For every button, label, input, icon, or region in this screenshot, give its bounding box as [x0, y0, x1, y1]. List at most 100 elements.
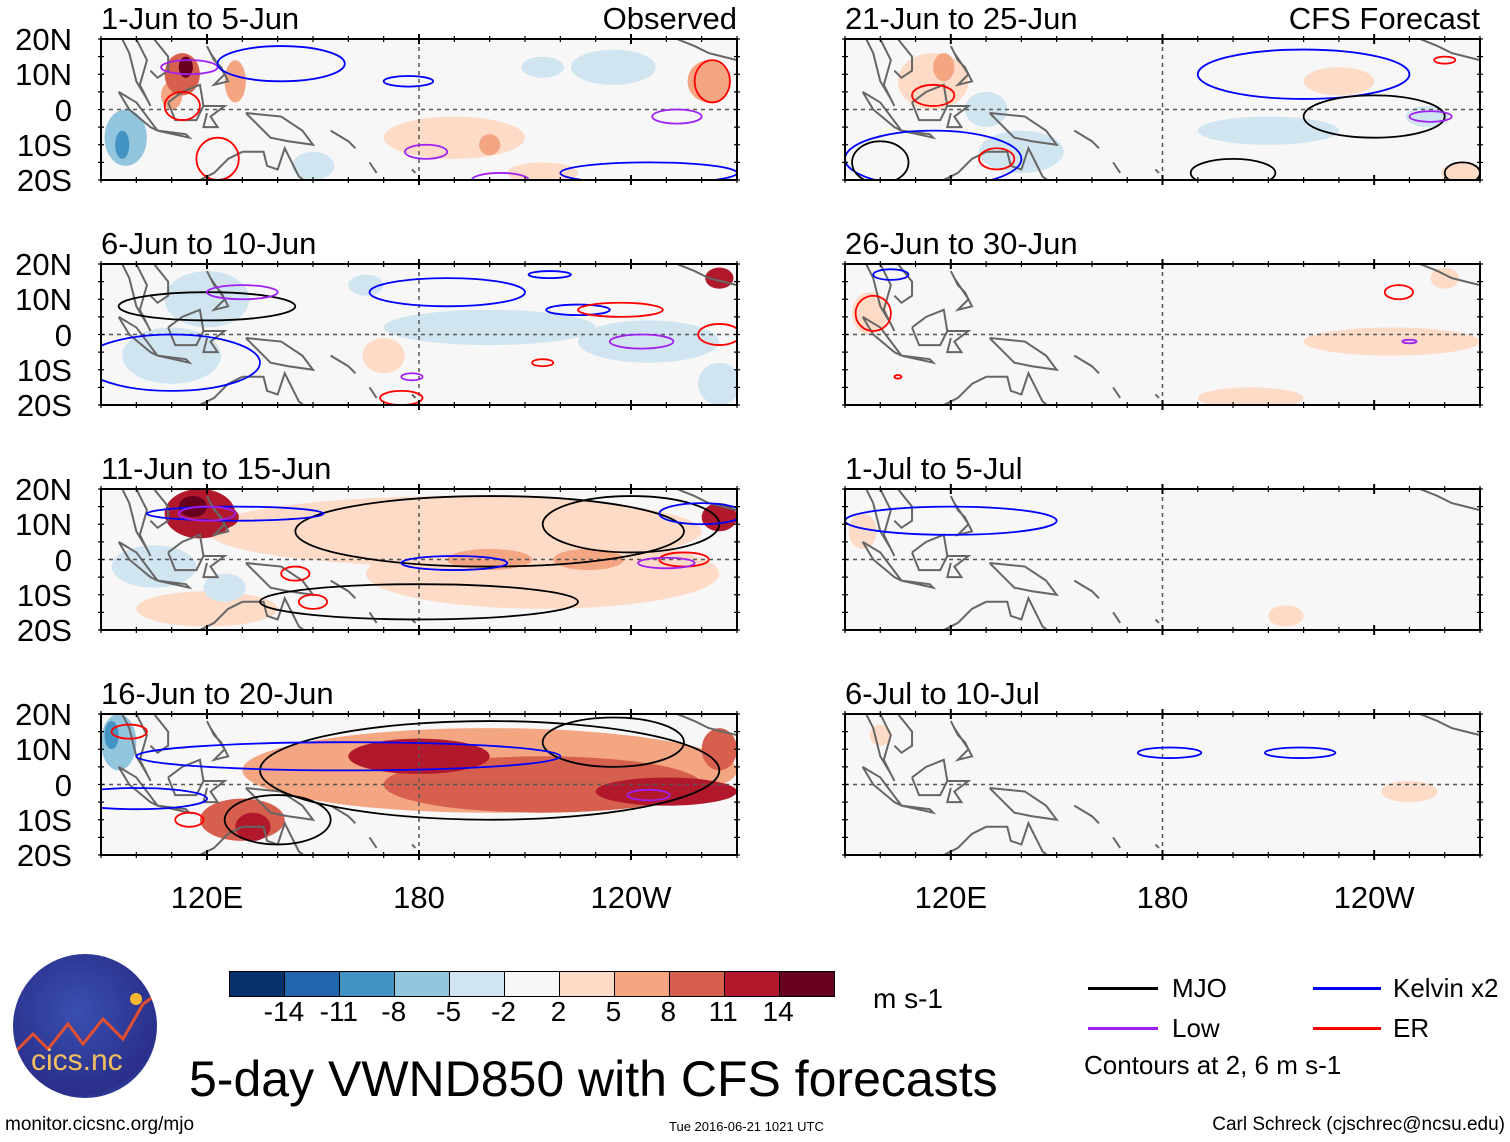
wind-anomaly-shading [1197, 766, 1304, 789]
colorbar-tick-label: -14 [263, 996, 305, 1027]
contour-mjo [851, 140, 910, 180]
contour-kelvin [872, 268, 910, 281]
coastline [1154, 168, 1160, 174]
coastline [202, 779, 228, 804]
coastline [988, 337, 1059, 372]
legend-line-mjo [1088, 987, 1158, 990]
contour-kelvin [658, 502, 737, 526]
coastline [117, 91, 159, 132]
lat-label: 10N [15, 57, 72, 93]
lat-label: 0 [54, 92, 72, 128]
wind-anomaly-shading [578, 320, 720, 363]
colorbar-tick-label: -8 [381, 996, 407, 1027]
contour-mjo [294, 495, 685, 568]
contour-er [531, 358, 555, 368]
wind-anomaly-shading [1268, 605, 1304, 627]
coastline [149, 39, 170, 80]
wind-anomaly-shading [1441, 162, 1480, 180]
coastline [206, 45, 230, 87]
wind-anomaly-shading [933, 53, 955, 82]
footer-url[interactable]: monitor.cicsnc.org/mjo [5, 1114, 195, 1135]
map-panel [98, 709, 740, 860]
cicsnc-logo: cics.nc [13, 954, 157, 1098]
colorbar-swatch [724, 972, 779, 996]
coastline [1419, 39, 1480, 62]
wind-anomaly-shading [1303, 327, 1480, 356]
coastline [121, 264, 152, 332]
contour-er [1383, 284, 1414, 301]
contour-kelvin [135, 741, 562, 772]
contour-kelvin [216, 45, 346, 83]
contour-note: Contours at 2, 6 m s-1 [1084, 1050, 1342, 1080]
legend-low: Low [1088, 1013, 1220, 1044]
coastline [988, 787, 1059, 822]
colorbar-swatch [504, 972, 559, 996]
coastline [149, 489, 170, 530]
wind-anomaly-shading [1405, 105, 1449, 128]
coastline [865, 489, 896, 557]
colorbar-swatch [669, 972, 724, 996]
contour-kelvin [382, 75, 435, 88]
coastline [986, 595, 1049, 630]
lon-label: 180 [393, 880, 445, 915]
panel-title: 21-Jun to 25-Jun [845, 1, 1078, 36]
panel-title: 26-Jun to 30-Jun [845, 226, 1078, 261]
colorbar-swatch [449, 972, 504, 996]
map-panel [98, 259, 740, 410]
logo-text: cics.nc [31, 1044, 123, 1077]
coastline [117, 766, 159, 807]
coastline [197, 825, 243, 855]
map-panel [842, 709, 1483, 860]
contour-er [693, 59, 731, 104]
wind-anomaly-shading [1197, 387, 1304, 405]
coastline [949, 45, 974, 87]
contour-kelvin [559, 161, 737, 180]
colorbar-tick-label: -11 [319, 996, 359, 1027]
lat-label: 10S [16, 352, 72, 388]
coastline [986, 370, 1049, 405]
coastline [202, 104, 228, 129]
coastline [330, 579, 357, 599]
contour-mjo [1189, 157, 1277, 180]
wind-anomaly-shading [698, 362, 737, 405]
contour-er [697, 323, 737, 346]
coastline [368, 386, 378, 399]
wind-anomaly-shading [869, 724, 891, 746]
coastline [242, 370, 306, 405]
coastline [941, 825, 987, 855]
wind-anomaly-shading [1197, 116, 1339, 145]
coastline [1419, 264, 1480, 287]
lat-label: 0 [54, 317, 72, 353]
coastline [121, 714, 152, 782]
contour-low [626, 788, 671, 802]
coastline [411, 393, 417, 399]
colorbar-tick-label: 2 [550, 996, 567, 1027]
coastline [1112, 611, 1121, 624]
coastline [121, 39, 152, 107]
legend-line-er [1313, 1027, 1381, 1030]
coastline [1154, 393, 1160, 399]
coastline [676, 264, 737, 287]
lat-label: 20S [16, 388, 72, 423]
coastline [986, 820, 1049, 855]
colorbar [229, 971, 835, 997]
wind-anomaly-shading [224, 60, 246, 103]
map-panel [98, 34, 740, 185]
contour-kelvin [845, 129, 1023, 180]
contour-er [163, 90, 201, 121]
figure-title: 5-day VWND850 with CFS forecasts [189, 1051, 998, 1107]
contour-kelvin [1263, 746, 1337, 759]
colorbar-tick-label: 11 [708, 996, 738, 1027]
lat-label: 20N [15, 22, 72, 57]
contour-kelvin [845, 505, 1058, 536]
wind-anomaly-shading [479, 134, 501, 156]
legend-line-low [1088, 1027, 1158, 1030]
contour-mjo [259, 583, 579, 621]
wind-anomaly-shading [447, 548, 533, 571]
lon-label: 120E [170, 880, 244, 915]
coastline [197, 150, 243, 180]
colorbar-tick-label: -2 [491, 996, 516, 1027]
coastline [946, 104, 972, 129]
coastline [946, 779, 972, 804]
wind-anomaly-shading [570, 49, 656, 85]
